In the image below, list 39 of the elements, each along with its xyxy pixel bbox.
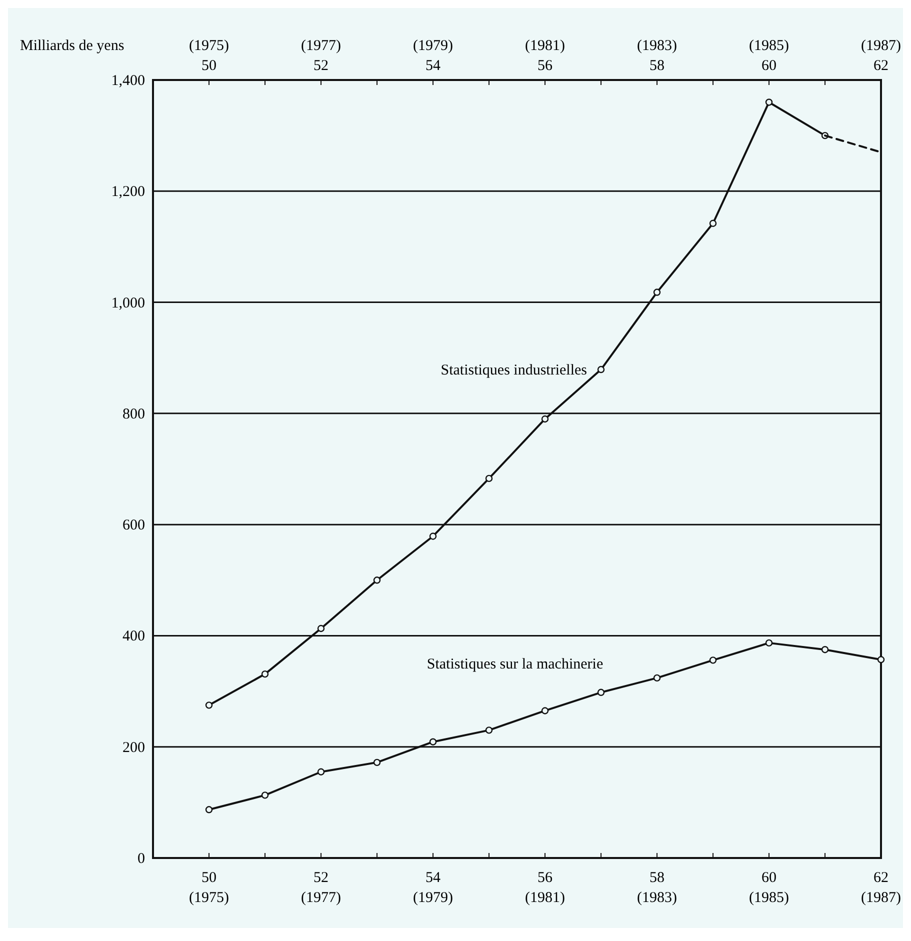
x2-tick-label: 60 <box>762 870 776 886</box>
x-tick-label: 52 <box>314 58 328 74</box>
x-tick-label: 60 <box>762 58 776 74</box>
y-tick-label: 200 <box>122 740 145 756</box>
y-tick-label: 600 <box>122 518 145 534</box>
y-axis-title: Milliards de yens <box>20 38 124 54</box>
y-tick-label: 400 <box>122 628 145 645</box>
text: (1983) <box>637 890 677 906</box>
x2-tick-label: 58 <box>650 870 664 886</box>
y-tick-label: 1,200 <box>111 184 145 200</box>
y-tick-label: 0 <box>138 851 145 867</box>
text: (1985) <box>749 890 789 906</box>
x2-tick-label: 54 <box>426 870 441 886</box>
text: (1979) <box>413 38 453 54</box>
y-tick-label: 800 <box>122 406 145 422</box>
text: (1975) <box>189 38 229 54</box>
y-tick-label: 1,000 <box>111 295 145 312</box>
x-tick-label: 50 <box>202 58 216 74</box>
text: (1977) <box>301 38 341 54</box>
text: (1975) <box>189 890 229 906</box>
text: (1977) <box>301 890 341 906</box>
text: (1985) <box>749 38 789 54</box>
y-tick-label: 1,400 <box>111 73 145 89</box>
x2-tick-label: 62 <box>874 870 888 886</box>
text: (1987) <box>861 38 901 54</box>
x-tick-label: 58 <box>650 58 664 74</box>
x2-tick-label: 56 <box>538 870 553 886</box>
x2-tick-label: 52 <box>314 870 328 886</box>
series-label: Statistiques industrielles <box>440 362 588 379</box>
text: (1981) <box>525 890 565 906</box>
x2-tick-label: 50 <box>202 870 216 886</box>
series-label: Statistiques sur la machinerie <box>426 656 604 673</box>
text: (1987) <box>861 890 901 906</box>
x-tick-label: 54 <box>426 58 441 74</box>
text: (1979) <box>413 890 453 906</box>
text: (1983) <box>637 38 677 54</box>
text: (1981) <box>525 38 565 54</box>
x-tick-label: 56 <box>538 58 553 74</box>
x-tick-label: 62 <box>874 58 888 74</box>
